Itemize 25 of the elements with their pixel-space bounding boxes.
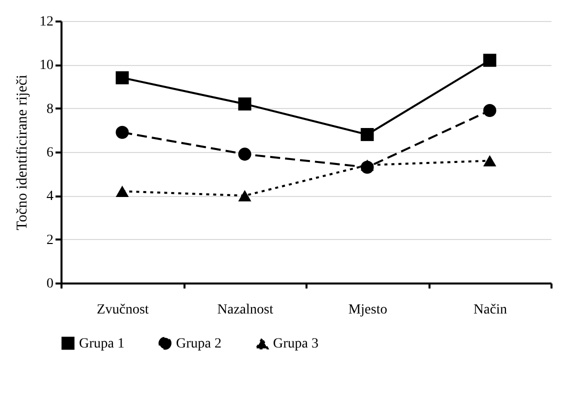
point	[483, 155, 496, 166]
x-tick-label: Način	[474, 302, 507, 318]
x-tick-label: Mjesto	[348, 302, 388, 318]
legend-label: Grupa 1	[79, 336, 124, 352]
point	[238, 97, 252, 110]
point	[116, 71, 129, 84]
y-tick-label: 0	[46, 276, 54, 292]
legend-label: Grupa 3	[273, 336, 318, 352]
point	[116, 126, 129, 139]
x-tick-label: Nazalnost	[217, 302, 274, 318]
y-tick-label: 10	[40, 58, 54, 74]
point	[360, 128, 374, 142]
y-tick-label: 12	[40, 14, 54, 30]
y-tick-label: 2	[46, 232, 54, 248]
x-tick-label: Zvučnost	[96, 302, 149, 318]
point	[238, 190, 252, 202]
y-tick-label: 4	[46, 189, 54, 204]
y-tick-label: 8	[46, 102, 54, 117]
y-axis-title: Točno identificirane riječi	[14, 74, 30, 230]
y-tick-label: 6	[46, 146, 54, 160]
point	[238, 148, 252, 161]
point	[116, 186, 129, 197]
point	[483, 54, 496, 67]
legend-label: Grupa 2	[176, 336, 222, 352]
point	[483, 104, 496, 118]
